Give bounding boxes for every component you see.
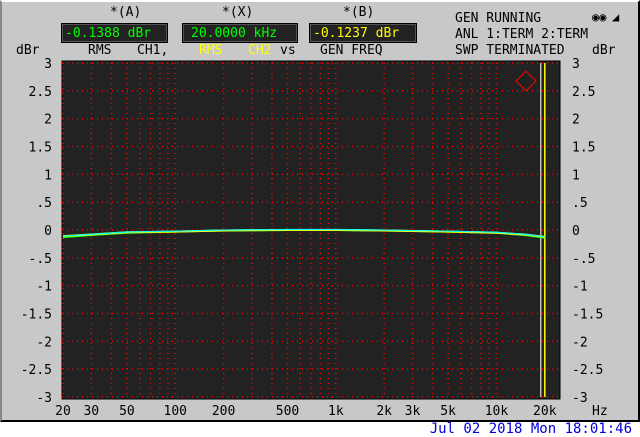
y-tick-label-left: 2.5 [29,85,52,100]
y-tick-label-right: 0 [572,224,580,239]
x-tick-label: 50 [119,404,135,419]
readout-b-value: -0.1237 dBr [309,23,417,43]
y-tick-label-right: -1.5 [572,308,603,323]
y-axis-label-left: dBr [16,43,40,58]
y-tick-label-right: 2.5 [572,85,595,100]
x-tick-label: 20 [55,404,71,419]
y-tick-label-right: -2 [572,335,588,350]
y-tick-label-left: 1 [44,168,52,183]
readout-a-value: -0.1388 dBr [61,23,168,43]
status-swp: SWP TERMINATED [455,43,565,58]
caption-rms-ch2: RMS [199,43,223,58]
caption-rms-ch1: RMS [88,43,112,58]
headphones-icon: ◉◉ [592,10,607,24]
x-tick-label: 1k [328,404,344,419]
x-axis-label: Hz [592,404,608,419]
y-tick-label-right: 3 [572,57,580,72]
y-tick-label-right: -3 [572,391,588,406]
y-tick-label-right: .5 [572,196,588,211]
status-gen: GEN RUNNING [455,11,542,26]
x-tick-label: 500 [276,404,299,419]
y-tick-label-left: 3 [44,57,52,72]
y-tick-label-left: -3 [36,391,52,406]
speaker-muted-icon: ◢ [612,10,620,24]
y-tick-label-left: 1.5 [29,141,52,156]
y-tick-label-right: 1 [572,168,580,183]
caption-gen-freq: GEN FREQ [320,43,383,58]
y-tick-label-right: -1 [572,280,588,295]
status-anl: ANL 1:TERM 2:TERM [455,27,589,42]
y-tick-label-left: 2 [44,113,52,128]
x-tick-label: 2k [376,404,392,419]
y-tick-label-left: 0 [44,224,52,239]
series-overlap-line [62,228,545,238]
x-tick-label: 20k [533,404,557,419]
y-tick-label-left: -2 [36,335,52,350]
y-tick-label-right: -2.5 [572,363,603,378]
y-tick-label-left: .5 [36,196,52,211]
readout-a-label: *(A) [110,5,142,20]
x-tick-label: 100 [164,404,187,419]
x-tick-label: 10k [485,404,509,419]
x-tick-label: 5k [440,404,456,419]
caption-ch1: CH1, [137,43,169,58]
timestamp: Jul 02 2018 Mon 18:01:46 [429,421,632,437]
y-tick-label-right: 1.5 [572,141,595,156]
x-tick-label: 3k [405,404,421,419]
readout-x-value: 20.0000 kHz [182,23,298,43]
x-tick-label: 200 [212,404,235,419]
caption-ch2: CH2 [248,43,272,58]
readout-x-label: *(X) [222,5,254,20]
y-tick-label-right: -.5 [572,252,595,267]
x-tick-label: 30 [83,404,99,419]
y-tick-label-right: 2 [572,113,580,128]
readout-b-label: *(B) [343,5,375,20]
y-tick-label-left: -2.5 [21,363,52,378]
rs-logo-icon [515,70,537,92]
y-tick-label-left: -1.5 [21,308,52,323]
y-tick-label-left: -.5 [29,252,52,267]
caption-vs: vs [280,43,296,58]
y-tick-label-left: -1 [36,280,52,295]
y-axis-label-right: dBr [592,43,616,58]
